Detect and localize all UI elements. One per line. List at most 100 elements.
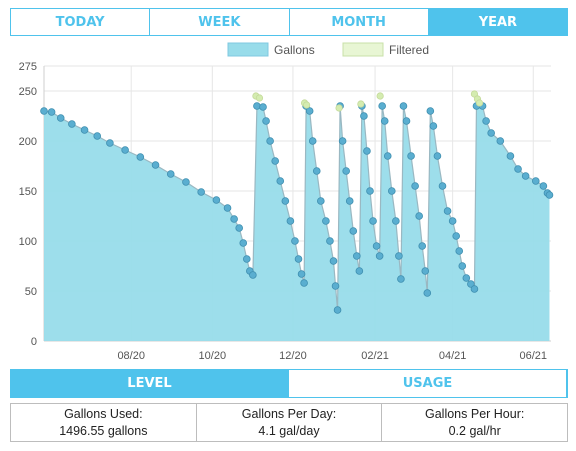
gallons-point [487, 129, 495, 137]
gallons-area [44, 106, 550, 341]
gallons-point [40, 107, 48, 115]
stat-gallons-per-hour: Gallons Per Hour: 0.2 gal/hr [382, 404, 567, 441]
tab-month[interactable]: MONTH [289, 9, 429, 35]
gallons-point [462, 274, 471, 282]
stat-value: 0.2 gal/hr [448, 423, 501, 438]
level-chart: 0 50 100 150 200 250 275 08/20 10/20 12/20 02/21 04… [19, 42, 554, 362]
stat-label: Gallons Used: [64, 406, 143, 421]
gallons-point [182, 178, 190, 186]
gallons-point [539, 182, 548, 190]
stat-value: 1496.55 gallons [59, 423, 148, 438]
gallons-point [383, 152, 392, 160]
gallons-point [166, 170, 175, 178]
legend-swatch [227, 42, 269, 57]
gallons-point [230, 215, 238, 223]
gallons-point [360, 112, 368, 120]
gallons-point [421, 267, 430, 275]
gallons-point [380, 117, 389, 125]
filtered-point [335, 104, 343, 112]
gallons-point [506, 152, 515, 160]
gallons-point [294, 255, 303, 263]
gallons-point [333, 306, 342, 314]
gallons-point [243, 255, 251, 263]
gallons-point [106, 139, 114, 147]
gallons-point [496, 137, 505, 145]
gallons-point [286, 217, 295, 225]
tab-usage[interactable]: USAGE [289, 370, 567, 397]
gallons-point [266, 137, 274, 145]
gallons-point [253, 102, 261, 110]
gallons-point [235, 224, 243, 232]
gallons-point [249, 271, 257, 279]
filtered-point [475, 99, 484, 107]
gallons-point [342, 167, 350, 175]
y-tick-label: 150 [19, 186, 37, 198]
y-tick-label: 100 [19, 236, 37, 248]
gallons-point [305, 107, 314, 115]
gallons-point [223, 204, 232, 212]
x-tick-label: 02/21 [361, 350, 389, 362]
gallons-point [281, 197, 290, 205]
x-tick-label: 08/20 [117, 350, 145, 362]
gallons-point [56, 114, 65, 122]
x-tick-label: 12/20 [279, 350, 307, 362]
tab-week[interactable]: WEEK [150, 9, 290, 35]
gallons-point [521, 172, 530, 180]
stat-gallons-used: Gallons Used: 1496.55 gallons [11, 404, 197, 441]
gallons-point [68, 120, 76, 128]
gallons-point [443, 207, 452, 215]
y-tick-label: 50 [25, 286, 37, 298]
gallons-point [300, 279, 308, 287]
gallons-point [448, 217, 457, 225]
tab-year[interactable]: YEAR [428, 9, 567, 35]
legend-swatch [342, 42, 384, 57]
gallons-point [317, 197, 325, 205]
gallons-point [80, 126, 89, 134]
gallons-point [452, 232, 460, 240]
gallons-point [276, 177, 285, 185]
y-tick-label: 0 [31, 336, 37, 348]
gallons-point [392, 217, 400, 225]
gallons-point [151, 161, 160, 169]
gallons-point [407, 152, 415, 160]
x-tick-label: 10/20 [199, 350, 227, 362]
gallons-point [395, 252, 403, 260]
gallons-point [322, 217, 330, 225]
gallons-point [312, 167, 321, 175]
gallons-point [212, 196, 221, 204]
gallons-point [349, 227, 358, 235]
gallons-point [366, 187, 374, 195]
gallons-point [455, 247, 464, 255]
gallons-point [429, 122, 438, 130]
gallons-point [331, 282, 340, 290]
tab-level[interactable]: LEVEL [11, 370, 289, 397]
gallons-point [47, 108, 56, 116]
gallons-point [197, 188, 205, 196]
gallons-point [411, 182, 419, 190]
gallons-point [402, 117, 411, 125]
gallons-point [438, 182, 447, 190]
gallons-point [262, 117, 270, 125]
gallons-point [415, 212, 423, 220]
gallons-point [259, 103, 267, 111]
gallons-point [372, 242, 381, 250]
gallons-point [355, 267, 364, 275]
filtered-point [376, 92, 384, 100]
stat-label: Gallons Per Hour: [425, 406, 525, 421]
filtered-point [357, 100, 365, 108]
y-tick-label: 250 [19, 86, 37, 98]
gallons-point [297, 270, 306, 278]
gallons-point [363, 147, 371, 155]
range-tabs: TODAY WEEK MONTH YEAR [10, 8, 568, 36]
gallons-point [121, 146, 129, 154]
gallons-point [482, 117, 490, 125]
gallons-point [239, 239, 248, 247]
stat-gallons-per-day: Gallons Per Day: 4.1 gal/day [197, 404, 383, 441]
stat-value: 4.1 gal/day [258, 423, 320, 438]
tab-today[interactable]: TODAY [11, 9, 151, 35]
gallons-point [388, 187, 396, 195]
gallons-point [458, 262, 467, 270]
gallons-point [399, 102, 408, 110]
y-tick-label: 200 [19, 136, 37, 148]
gallons-point [353, 252, 361, 260]
